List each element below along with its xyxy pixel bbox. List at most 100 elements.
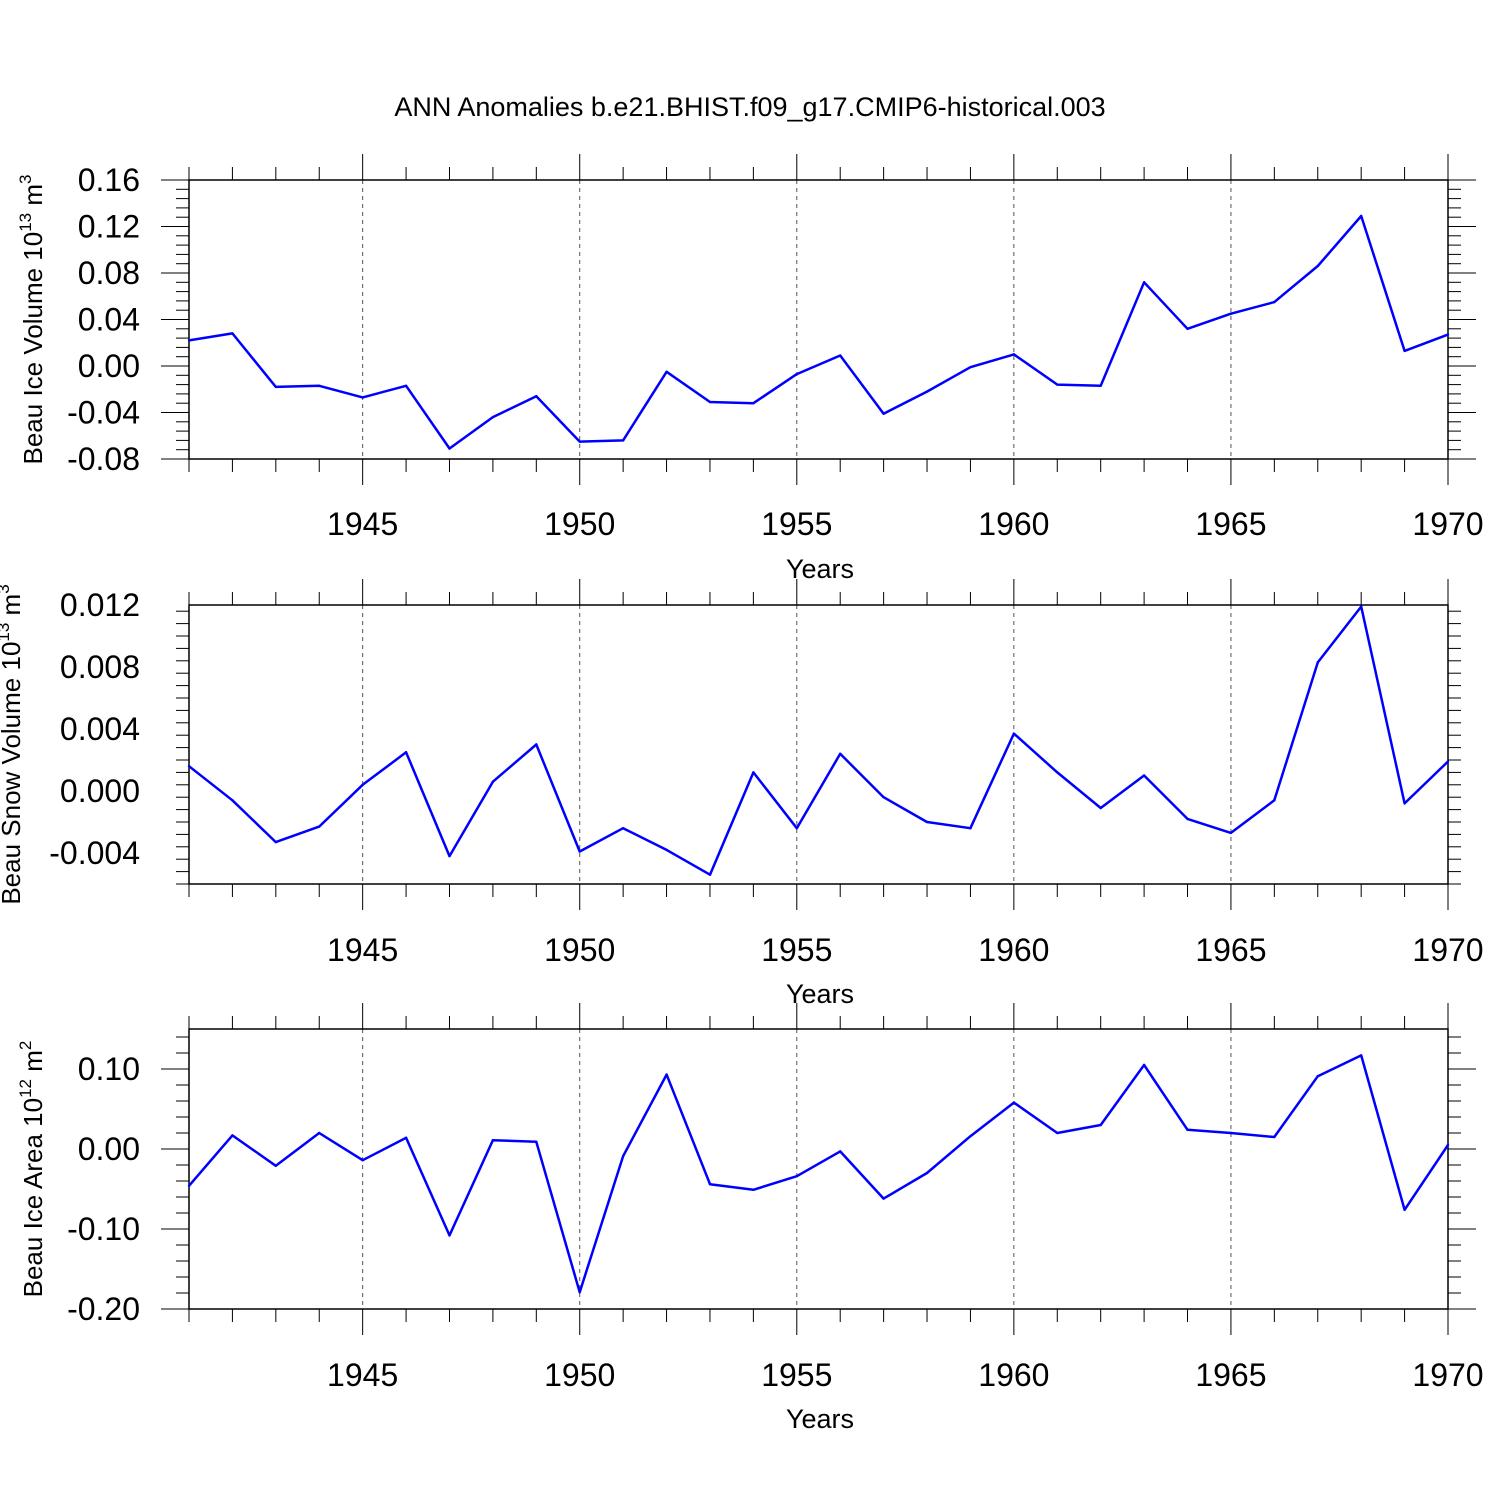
series-line-1 (188, 1054, 1450, 1294)
data-point (925, 1171, 929, 1175)
y-tick-label: 0.000 (60, 773, 140, 809)
x-axis-label: Years (786, 554, 854, 584)
data-point (535, 1140, 538, 1144)
data-point (882, 412, 885, 415)
panel-1: -0.08 -0.04 0.00 0.04 0.08 0.12 0.16 1945 1950 19… (16, 154, 1484, 584)
plot-frame (188, 179, 1449, 460)
data-point (665, 848, 668, 852)
data-point (187, 765, 191, 768)
data-point (1403, 802, 1406, 805)
data-point (795, 372, 798, 376)
data-point (969, 827, 972, 830)
plot-frame (188, 1028, 1449, 1310)
data-point (448, 447, 451, 450)
y-tick-label: 0.00 (78, 348, 140, 384)
data-point (1012, 353, 1016, 356)
y-axis-label-superscript: 3 (16, 175, 35, 184)
y-axis-label-superscript: 13 (16, 213, 35, 232)
data-point (795, 827, 798, 830)
data-point (882, 1197, 885, 1200)
data-point (665, 370, 668, 374)
y-axis-label: Beau Ice Area 1012 m2 (16, 1041, 48, 1298)
x-tick-label: 1945 (327, 1357, 398, 1393)
series-line-1 (188, 605, 1449, 876)
data-point (839, 752, 842, 755)
data-point (1056, 771, 1059, 774)
data-point (1229, 312, 1233, 315)
data-point (1099, 384, 1102, 387)
data-point (1229, 1131, 1233, 1135)
data-point (404, 751, 408, 754)
data-point (1403, 1208, 1406, 1212)
data-point (882, 796, 885, 799)
y-tick-label: 0.00 (78, 1131, 140, 1167)
data-point (535, 395, 538, 398)
x-axis-label: Years (786, 1404, 854, 1434)
y-tick-label: 0.04 (78, 302, 140, 338)
x-tick-label: 1965 (1195, 1357, 1266, 1393)
y-axis-label-superscript: 12 (16, 1079, 35, 1098)
data-point (969, 1135, 972, 1138)
y-tick-label: -0.004 (49, 835, 140, 871)
data-point (708, 400, 712, 404)
data-point (708, 873, 712, 876)
data-point (1316, 661, 1319, 664)
data-point (361, 783, 364, 786)
data-point (1359, 1054, 1363, 1057)
data-point (1142, 774, 1146, 777)
y-axis-label-part: Beau Snow Volume 10 (0, 642, 26, 905)
data-point (318, 825, 321, 828)
data-point (187, 339, 191, 342)
data-point (1273, 799, 1276, 802)
data-point (795, 1175, 798, 1178)
y-tick-label: 0.008 (60, 649, 140, 685)
data-point (621, 439, 625, 442)
data-point (1099, 1123, 1102, 1127)
data-point (361, 396, 364, 399)
data-point (1056, 383, 1059, 386)
y-tick-label: 0.12 (78, 209, 140, 245)
data-point (578, 850, 581, 853)
series-line-1 (188, 214, 1449, 450)
y-tick-label: -0.20 (67, 1291, 140, 1327)
data-point (1056, 1131, 1059, 1135)
data-point (1446, 333, 1450, 336)
data-point (1099, 806, 1102, 810)
y-tick-label: 0.10 (78, 1051, 140, 1087)
data-point (621, 827, 625, 830)
y-axis-label: Beau Snow Volume 1013 m3 (0, 584, 26, 904)
data-point (1229, 831, 1233, 835)
data-point (1186, 1128, 1189, 1132)
x-tick-label: 1965 (1195, 932, 1266, 968)
x-tick-label: 1960 (978, 932, 1049, 968)
data-point (404, 1136, 408, 1140)
data-point (274, 385, 278, 389)
chart-title: ANN Anomalies b.e21.BHIST.f09_g17.CMIP6-… (394, 92, 1105, 122)
y-tick-label: -0.04 (67, 395, 140, 431)
x-tick-label: 1965 (1195, 506, 1266, 542)
data-point (578, 1291, 581, 1294)
x-tick-label: 1950 (544, 1357, 615, 1393)
data-point (361, 1159, 364, 1162)
data-point (752, 771, 755, 774)
data-point (491, 415, 495, 419)
y-tick-label: 0.08 (78, 255, 140, 291)
data-point (448, 854, 451, 858)
data-point (1316, 1075, 1319, 1078)
data-point (491, 1139, 495, 1142)
y-axis-label-part: Beau Ice Area 10 (18, 1098, 48, 1297)
panel-2: -0.004 0.000 0.004 0.008 0.012 1945 1950 1955 19… (0, 579, 1484, 1009)
x-axis-label: Years (786, 979, 854, 1009)
x-tick-label: 1970 (1412, 506, 1483, 542)
y-axis-label-part: Beau Ice Volume 10 (18, 232, 48, 465)
y-tick-label: 0.16 (78, 162, 140, 198)
data-point (665, 1073, 668, 1076)
y-axis-label-superscript: 2 (16, 1041, 35, 1050)
x-tick-label: 1955 (761, 932, 832, 968)
data-point (1186, 327, 1189, 330)
y-axis-label-superscript: 13 (0, 623, 13, 642)
data-point (578, 440, 581, 443)
data-point (535, 743, 538, 746)
y-axis-label-part: m (18, 184, 48, 213)
